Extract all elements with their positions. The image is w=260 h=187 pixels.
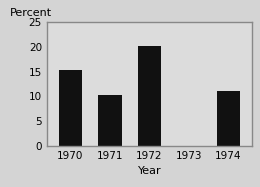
Bar <box>59 70 82 146</box>
Bar <box>138 46 161 146</box>
Text: Percent: Percent <box>10 7 52 18</box>
Bar <box>217 91 240 146</box>
X-axis label: Year: Year <box>138 166 161 176</box>
Bar <box>98 95 122 146</box>
